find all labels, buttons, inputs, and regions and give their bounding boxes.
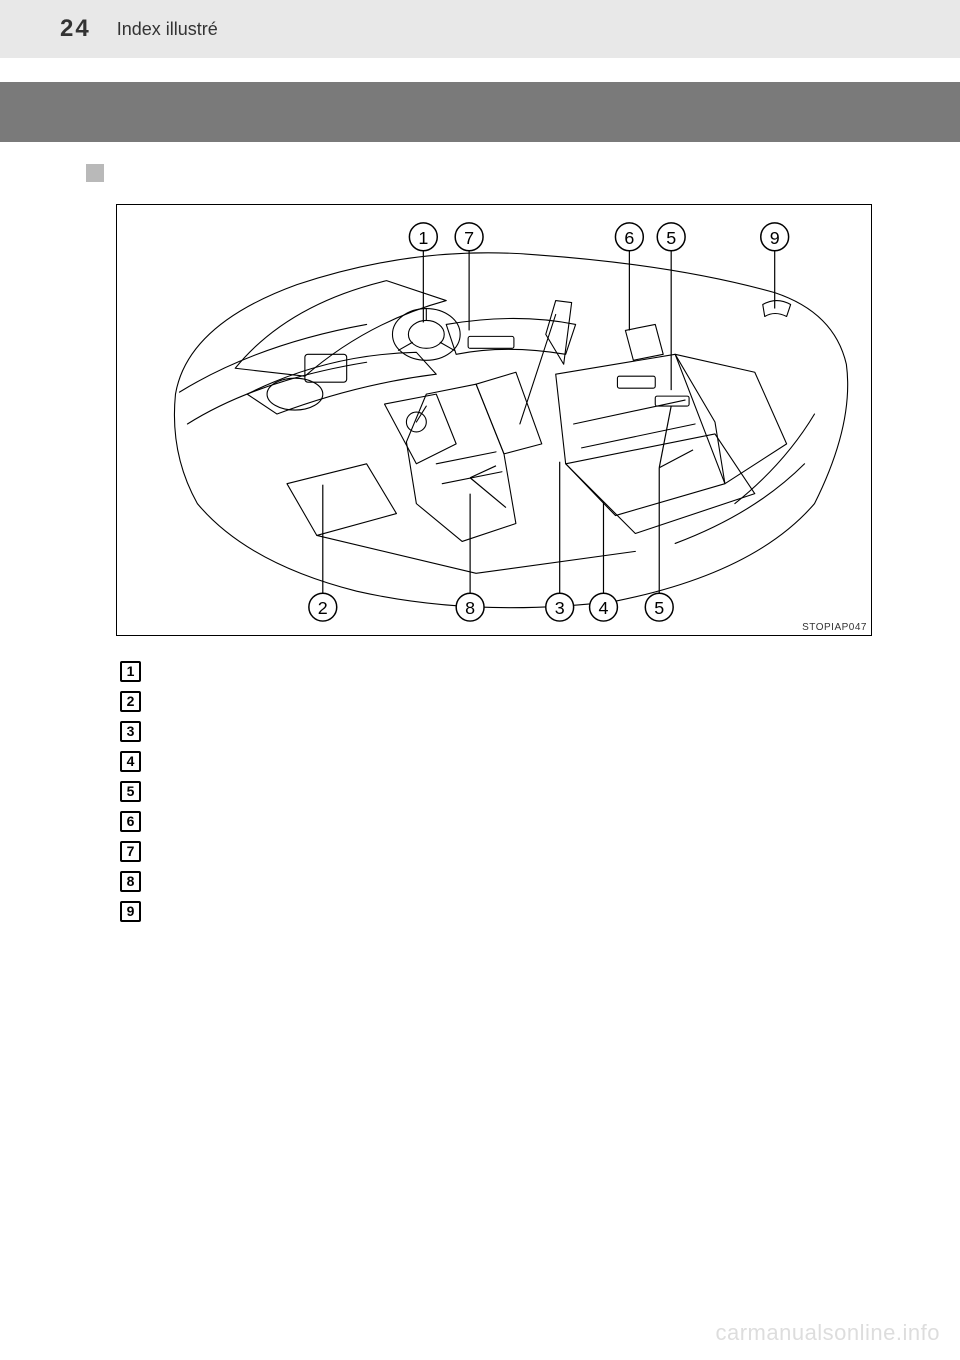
callout-label-4: 4 — [599, 598, 609, 618]
list-item: 4 — [120, 746, 141, 776]
page-title: Index illustré — [117, 19, 218, 40]
callout-label-7: 7 — [464, 228, 474, 248]
page-number: 24 — [60, 15, 91, 43]
list-bullet-2: 2 — [120, 691, 141, 712]
callout-label-5: 5 — [654, 598, 664, 618]
callout-label-1: 1 — [418, 228, 428, 248]
list-bullet-8: 8 — [120, 871, 141, 892]
illustration-frame: 1 7 6 5 9 2 8 3 4 5 STOPIAP047 — [116, 204, 872, 636]
list-bullet-3: 3 — [120, 721, 141, 742]
callout-label-5: 5 — [666, 228, 676, 248]
list-bullet-1: 1 — [120, 661, 141, 682]
list-item: 9 — [120, 896, 141, 926]
callout-label-2: 2 — [318, 598, 328, 618]
callout-label-3: 3 — [555, 598, 565, 618]
callout-label-8: 8 — [465, 598, 475, 618]
list-bullet-5: 5 — [120, 781, 141, 802]
illustration-code: STOPIAP047 — [802, 622, 867, 633]
watermark: carmanualsonline.info — [715, 1320, 940, 1346]
reference-list: 1 2 3 4 5 6 7 8 9 — [120, 656, 141, 926]
list-bullet-9: 9 — [120, 901, 141, 922]
list-bullet-7: 7 — [120, 841, 141, 862]
list-item: 1 — [120, 656, 141, 686]
list-item: 6 — [120, 806, 141, 836]
subheading-row — [86, 164, 960, 182]
list-item: 5 — [120, 776, 141, 806]
list-item: 8 — [120, 866, 141, 896]
list-bullet-6: 6 — [120, 811, 141, 832]
page: 24 Index illustré — [0, 0, 960, 1360]
list-item: 3 — [120, 716, 141, 746]
list-bullet-4: 4 — [120, 751, 141, 772]
section-band — [0, 82, 960, 142]
header-bar: 24 Index illustré — [0, 0, 960, 58]
list-item: 2 — [120, 686, 141, 716]
callout-label-6: 6 — [624, 228, 634, 248]
interior-diagram: 1 7 6 5 9 2 8 3 4 5 — [117, 205, 871, 635]
list-item: 7 — [120, 836, 141, 866]
callout-label-9: 9 — [770, 228, 780, 248]
subheading-marker — [86, 164, 104, 182]
